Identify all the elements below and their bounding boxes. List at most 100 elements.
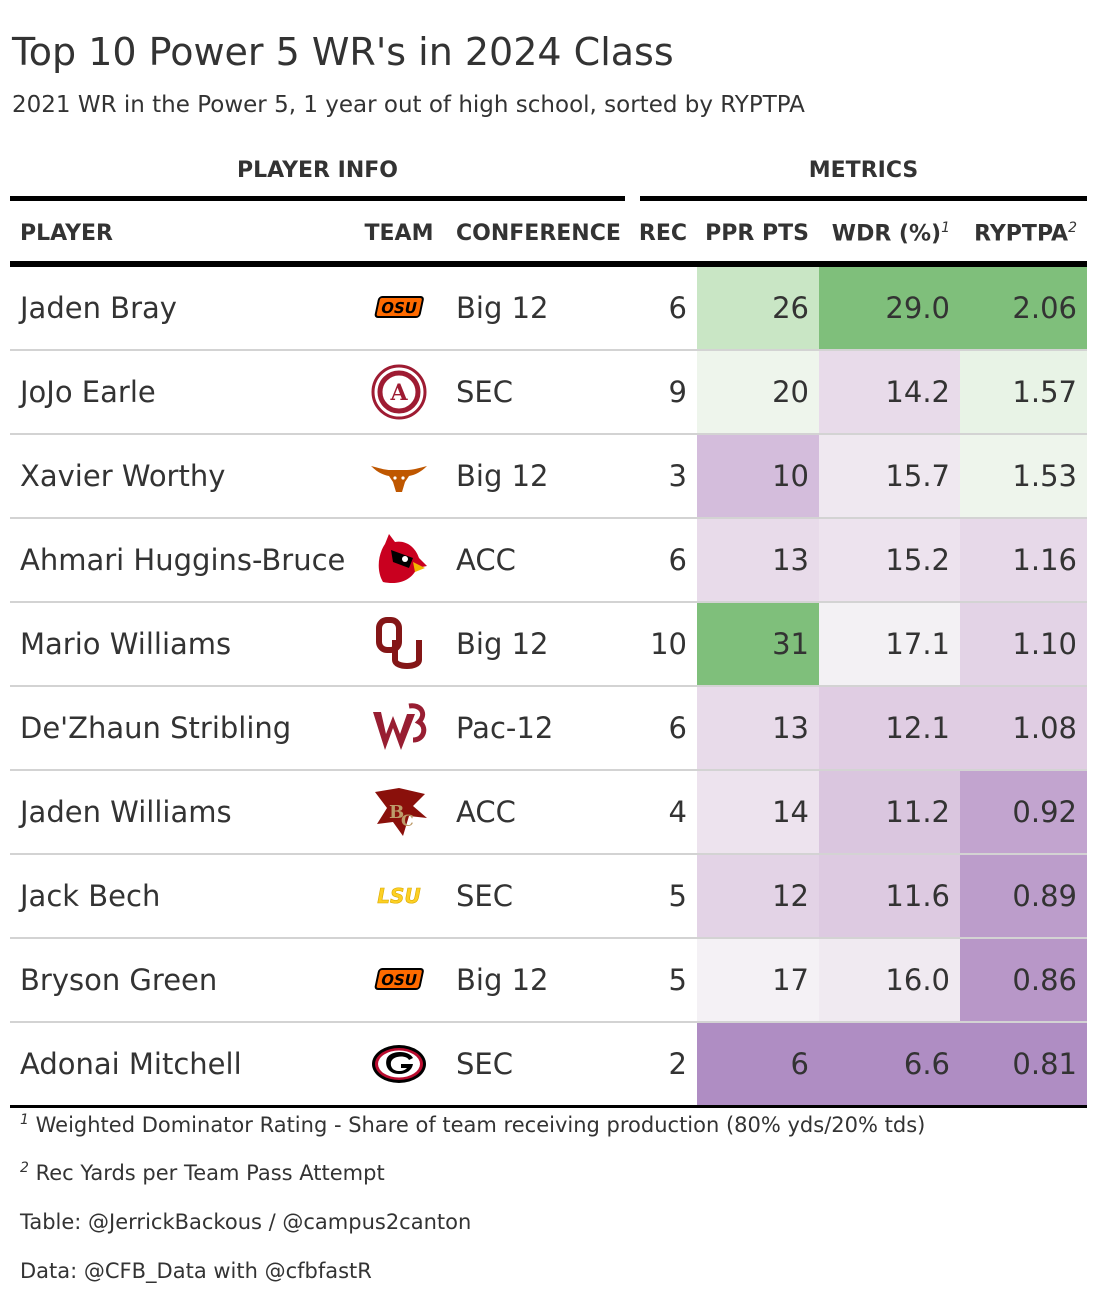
wdr-cell: 14.2 (819, 350, 960, 435)
oklahoma-state-logo: OSU (369, 952, 429, 1008)
ryptpa-cell: 0.89 (960, 854, 1087, 939)
wdr-cell: 16.0 (819, 938, 960, 1023)
player-name-cell: Jaden Williams (10, 770, 350, 855)
ppr-cell: 12 (697, 854, 819, 939)
oklahoma-state-logo: OSU (369, 280, 429, 336)
ppr-cell: 10 (697, 434, 819, 519)
wdr-cell: 15.7 (819, 434, 960, 519)
player-name-cell: Bryson Green (10, 938, 350, 1023)
svg-text:LSU: LSU (377, 884, 420, 908)
footnote-1: 1 Weighted Dominator Rating - Share of t… (20, 1112, 926, 1137)
player-name-cell: Jaden Bray (10, 264, 350, 351)
ryptpa-cell: 1.10 (960, 602, 1087, 687)
table-row: Xavier Worthy Big 12 3 10 15.7 1.53 (10, 434, 1087, 519)
ppr-cell: 26 (697, 264, 819, 351)
column-header-wdr: WDR (%)1 (819, 205, 960, 267)
player-name-cell: JoJo Earle (10, 350, 350, 435)
column-header-ppr: PPR PTS (697, 205, 819, 267)
table-row: JoJo Earle A SEC 9 20 14.2 1.57 (10, 350, 1087, 435)
player-name-cell: Adonai Mitchell (10, 1022, 350, 1108)
team-logo-cell (350, 1022, 448, 1108)
table-subtitle: 2021 WR in the Power 5, 1 year out of hi… (12, 92, 805, 118)
wdr-cell: 29.0 (819, 264, 960, 351)
rec-cell: 2 (636, 1022, 697, 1108)
rec-cell: 9 (636, 350, 697, 435)
table-row: Bryson Green OSU Big 12 5 17 16.0 0.86 (10, 938, 1087, 1023)
conference-cell: SEC (448, 350, 636, 435)
rec-cell: 5 (636, 854, 697, 939)
column-header-player: PLAYER (10, 205, 350, 267)
conference-cell: SEC (448, 854, 636, 939)
team-logo-cell: A (350, 350, 448, 435)
wdr-cell: 15.2 (819, 518, 960, 603)
conference-cell: Big 12 (448, 602, 636, 687)
footnote-marker-2: 2 (1068, 219, 1077, 236)
ryptpa-cell: 0.92 (960, 770, 1087, 855)
texas-logo (369, 448, 429, 504)
ryptpa-cell: 0.86 (960, 938, 1087, 1023)
data-source: Data: @CFB_Data with @cfbfastR (20, 1259, 372, 1283)
column-header-conference: CONFERENCE (448, 205, 636, 267)
table-row: Adonai Mitchell SEC 2 6 6.6 0.81 (10, 1022, 1087, 1108)
ryptpa-cell: 1.16 (960, 518, 1087, 603)
team-logo-cell (350, 518, 448, 603)
rec-cell: 5 (636, 938, 697, 1023)
lsu-logo: LSU (369, 868, 429, 924)
table-body: Jaden Bray OSU Big 12 6 26 29.0 2.06 JoJo Earle… (10, 264, 1087, 1108)
ryptpa-cell: 1.57 (960, 350, 1087, 435)
conference-cell: Pac-12 (448, 686, 636, 771)
ppr-cell: 14 (697, 770, 819, 855)
svg-text:OSU: OSU (379, 971, 418, 989)
table-row: Jaden Bray OSU Big 12 6 26 29.0 2.06 (10, 264, 1087, 351)
ppr-cell: 17 (697, 938, 819, 1023)
rec-cell: 6 (636, 686, 697, 771)
table-row: Ahmari Huggins-Bruce ACC 6 13 15.2 1.16 (10, 518, 1087, 603)
player-name-cell: Jack Bech (10, 854, 350, 939)
column-header-ryptpa: RYPTPA2 (960, 205, 1087, 267)
wdr-cell: 6.6 (819, 1022, 960, 1108)
wdr-cell: 11.2 (819, 770, 960, 855)
conference-cell: Big 12 (448, 434, 636, 519)
rec-cell: 4 (636, 770, 697, 855)
spanner-metrics: METRICS (640, 155, 1087, 201)
team-logo-cell: LSU (350, 854, 448, 939)
rec-cell: 6 (636, 264, 697, 351)
footnote-2: 2 Rec Yards per Team Pass Attempt (20, 1160, 385, 1185)
column-header-row: PLAYER TEAM CONFERENCE REC PPR PTS WDR (… (10, 205, 1087, 267)
players-table: PLAYER TEAM CONFERENCE REC PPR PTS WDR (… (10, 205, 1087, 1108)
ryptpa-cell: 2.06 (960, 264, 1087, 351)
ppr-cell: 6 (697, 1022, 819, 1108)
conference-cell: Big 12 (448, 264, 636, 351)
table-credit: Table: @JerrickBackous / @campus2canton (20, 1210, 472, 1234)
alabama-logo: A (369, 364, 429, 420)
team-logo-cell (350, 602, 448, 687)
team-logo-cell (350, 686, 448, 771)
conference-cell: SEC (448, 1022, 636, 1108)
rec-cell: 6 (636, 518, 697, 603)
spanner-player-info: PLAYER INFO (10, 155, 625, 201)
team-logo-cell (350, 434, 448, 519)
svg-text:B: B (389, 802, 404, 823)
ppr-cell: 13 (697, 686, 819, 771)
rec-cell: 10 (636, 602, 697, 687)
team-logo-cell: OSU (350, 264, 448, 351)
rec-cell: 3 (636, 434, 697, 519)
svg-text:OSU: OSU (379, 299, 418, 317)
player-name-cell: De'Zhaun Stribling (10, 686, 350, 771)
louisville-logo (369, 532, 429, 588)
svg-text:A: A (389, 380, 408, 406)
footnote-marker-1: 1 (941, 219, 950, 236)
washington-state-logo (369, 700, 429, 756)
team-logo-cell: OSU (350, 938, 448, 1023)
ryptpa-cell: 1.08 (960, 686, 1087, 771)
conference-cell: Big 12 (448, 938, 636, 1023)
conference-cell: ACC (448, 770, 636, 855)
ppr-cell: 20 (697, 350, 819, 435)
table-title: Top 10 Power 5 WR's in 2024 Class (12, 30, 674, 74)
table-row: Jaden Williams B C ACC 4 14 11.2 0.92 (10, 770, 1087, 855)
column-header-team: TEAM (350, 205, 448, 267)
column-header-rec: REC (636, 205, 697, 267)
table-row: Jack Bech LSU SEC 5 12 11.6 0.89 (10, 854, 1087, 939)
